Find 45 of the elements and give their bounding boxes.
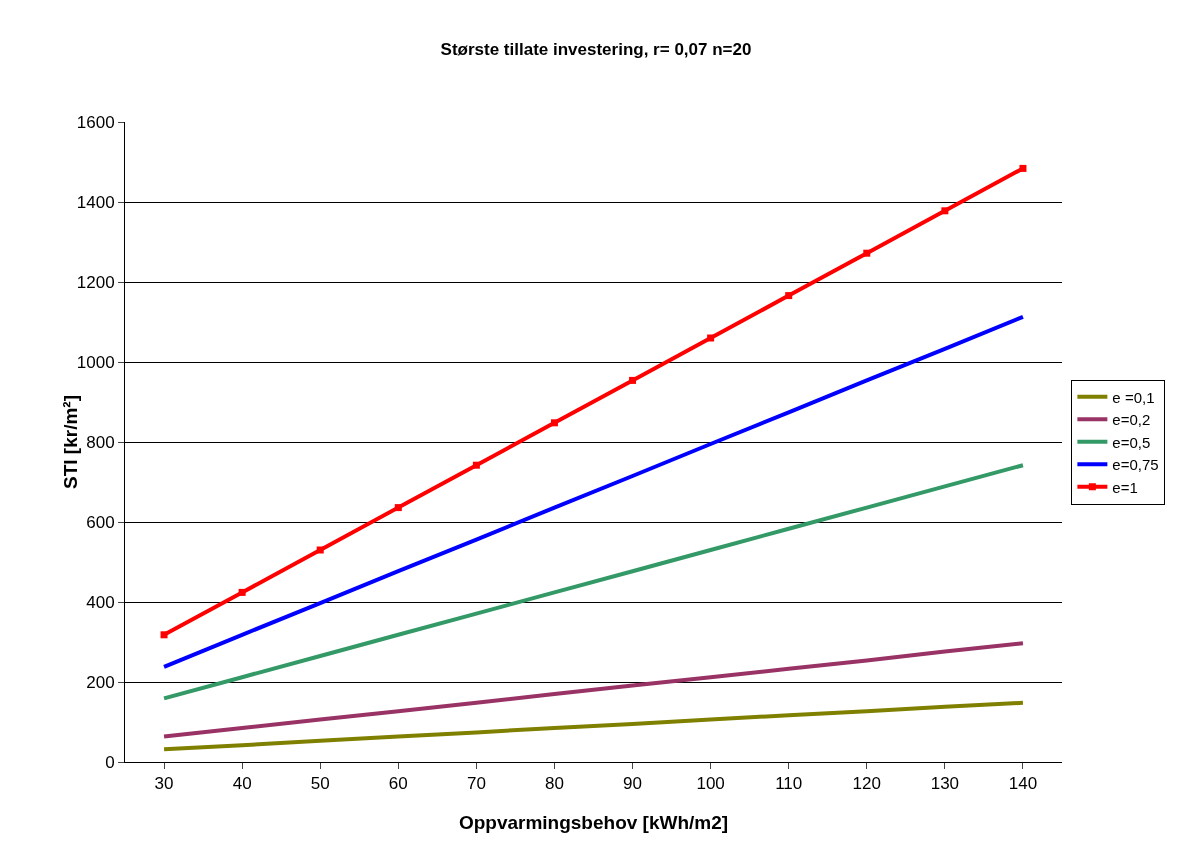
y-tick-label: 0 bbox=[105, 752, 115, 772]
y-tick-label: 1000 bbox=[76, 352, 115, 372]
x-tick-label: 70 bbox=[466, 774, 486, 794]
line-series bbox=[162, 641, 1025, 739]
point bbox=[394, 504, 402, 512]
y-tick-label: 400 bbox=[86, 592, 115, 612]
x-tick-label: 110 bbox=[775, 774, 803, 794]
x-axis-title: Oppvarmingsbehov [kWh/m2] bbox=[458, 812, 729, 833]
point bbox=[941, 207, 949, 215]
point bbox=[550, 419, 558, 427]
x-tick-label: 80 bbox=[545, 774, 564, 794]
point bbox=[316, 546, 324, 554]
x-tick-label: 50 bbox=[310, 774, 330, 794]
legend-label: e=0,5 bbox=[1112, 433, 1151, 451]
legend-label: e =0,1 bbox=[1112, 388, 1155, 406]
y-tick-label: 200 bbox=[86, 672, 115, 692]
y-tick-label: 1400 bbox=[76, 192, 115, 212]
line-series bbox=[162, 700, 1025, 752]
x-tick-label: 100 bbox=[696, 774, 725, 794]
y-axis-title: STI [kr/m²] bbox=[60, 395, 81, 489]
point bbox=[707, 334, 715, 342]
point bbox=[238, 588, 246, 596]
point bbox=[1019, 164, 1027, 172]
x-tick-label: 130 bbox=[930, 774, 960, 794]
point bbox=[629, 376, 637, 384]
x-tick-label: 40 bbox=[232, 774, 252, 794]
point bbox=[863, 249, 871, 257]
chart-title: Største tillate investering, r= 0,07 n=20 bbox=[440, 40, 752, 60]
y-tick-label: 800 bbox=[86, 432, 115, 452]
point bbox=[785, 292, 793, 300]
line-series bbox=[162, 463, 1025, 701]
legend-label: e=0,2 bbox=[1112, 411, 1151, 429]
line-series bbox=[162, 314, 1025, 669]
x-tick-label: 60 bbox=[388, 774, 408, 794]
legend-label: e=0,75 bbox=[1112, 456, 1159, 474]
x-tick-label: 90 bbox=[623, 774, 642, 794]
y-tick-label: 1600 bbox=[76, 112, 115, 132]
x-tick-label: 30 bbox=[154, 774, 174, 794]
y-tick-label: 600 bbox=[86, 512, 115, 532]
x-tick-label: 140 bbox=[1008, 774, 1038, 794]
y-tick-label: 1200 bbox=[76, 272, 115, 292]
point bbox=[160, 631, 168, 639]
legend-label: e=1 bbox=[1112, 478, 1138, 496]
x-tick-label: 120 bbox=[852, 774, 881, 794]
point bbox=[472, 461, 480, 469]
